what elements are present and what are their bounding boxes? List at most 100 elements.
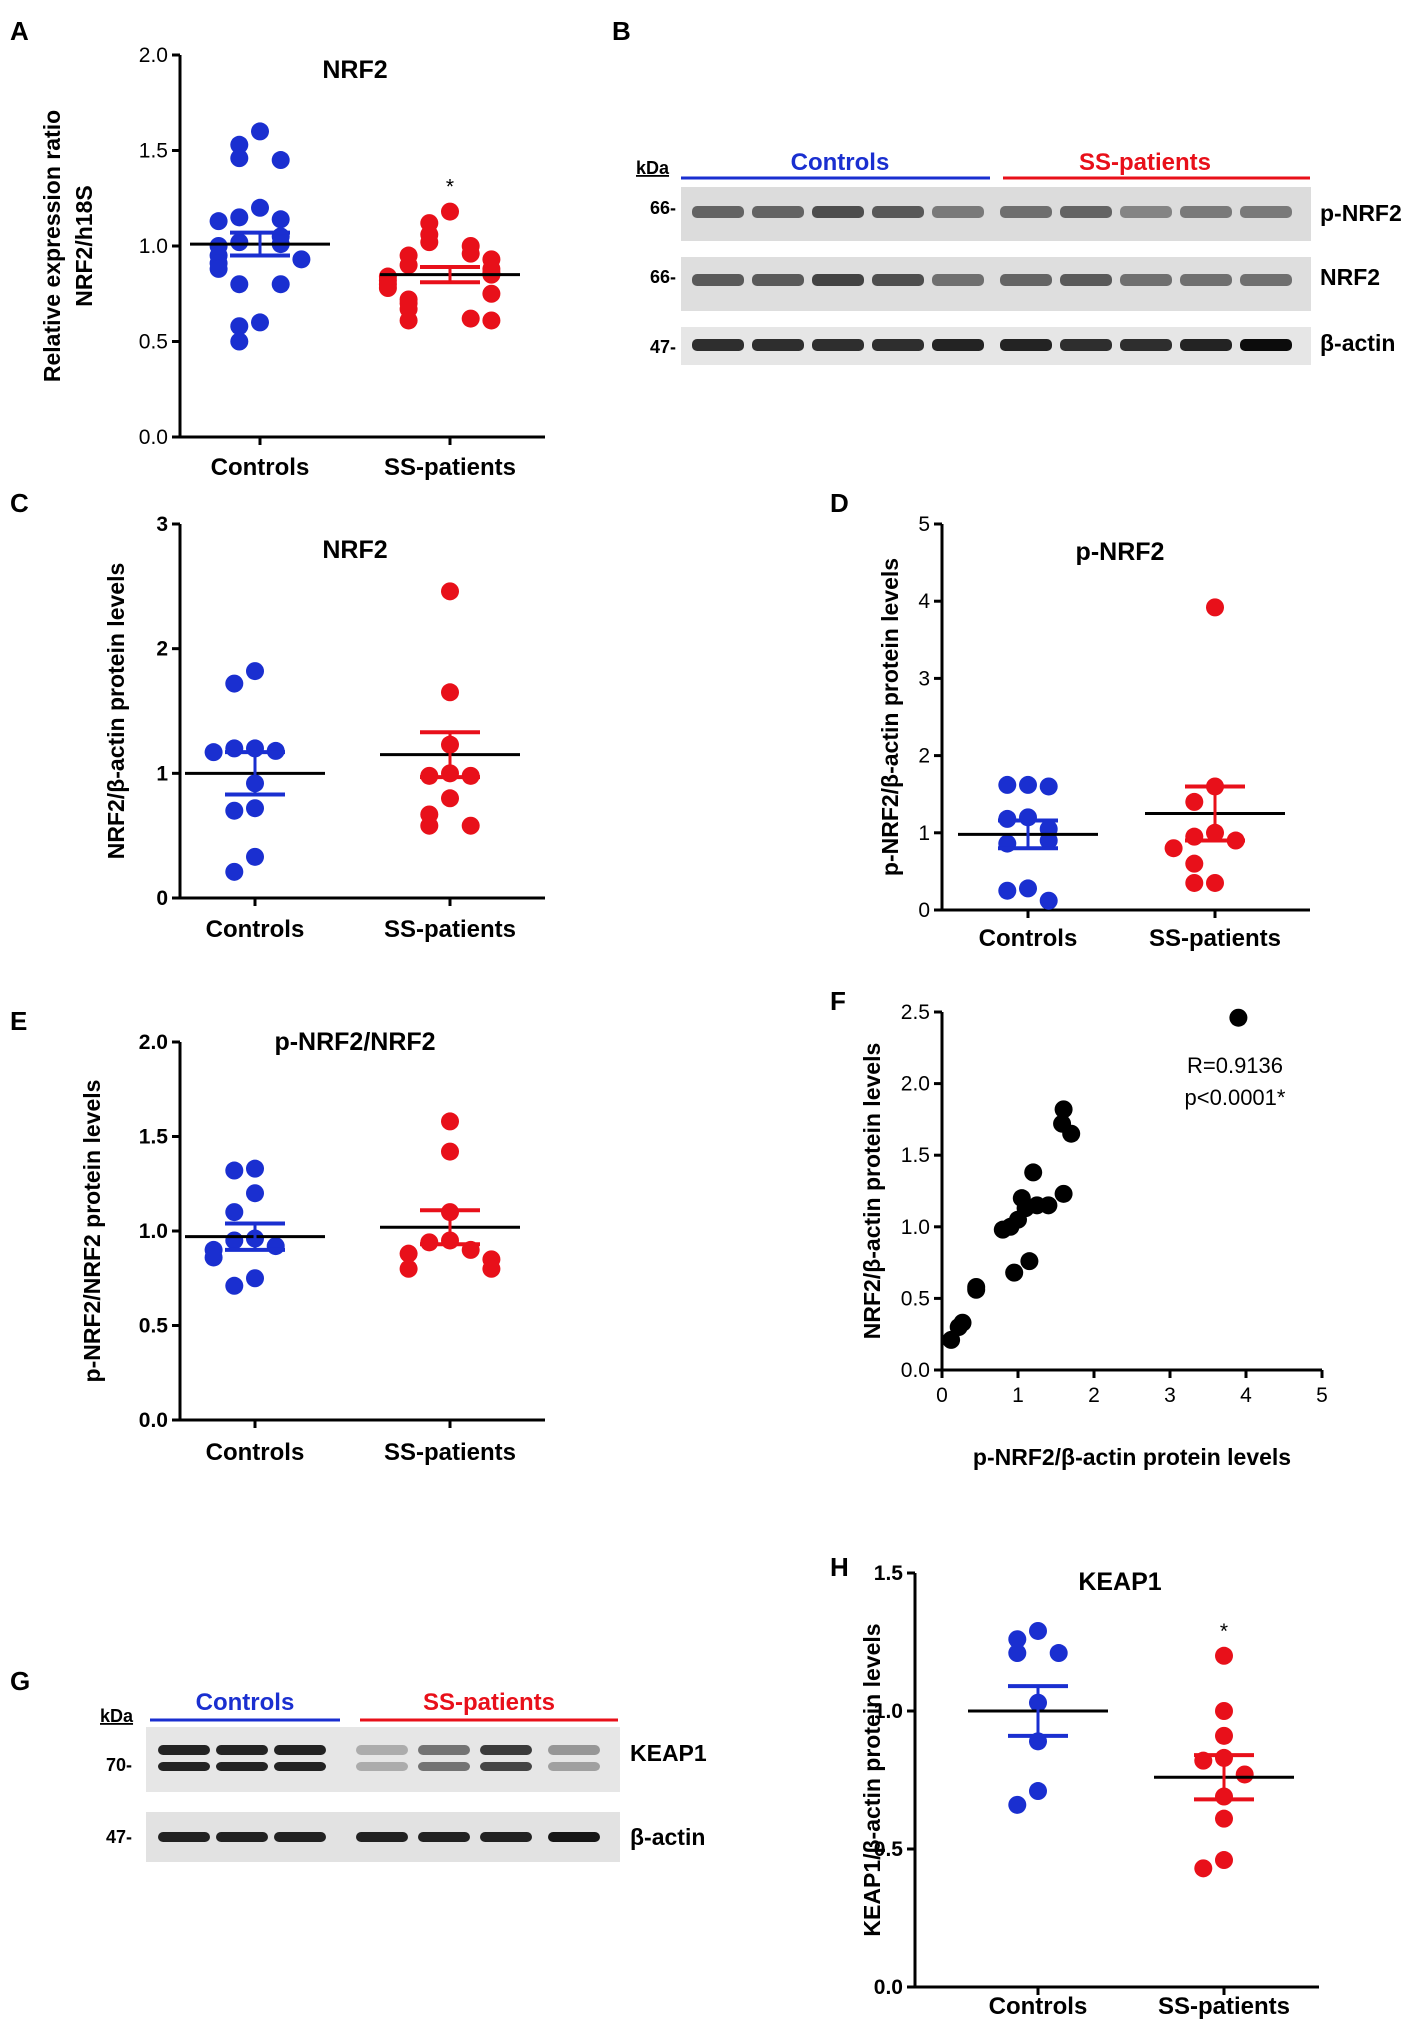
data-point [420,816,439,835]
data-point [441,1112,459,1131]
blot-b-marker-pnrf2: 66- [650,198,676,218]
chart-e-pnrf2-nrf2-ratio: 0.0 0.5 1.0 1.5 2.0 Controls SS-patients p-NRF2… [79,1028,545,1466]
data-point [225,862,244,881]
data-point [225,674,244,693]
data-point [1005,1263,1024,1282]
data-point [1185,792,1204,811]
blot-band [1180,206,1232,218]
data-point [246,1184,264,1203]
blot-band [418,1745,470,1755]
y-tick-label: 1.5 [874,1562,904,1585]
data-point [266,1237,285,1256]
blot-band [216,1832,268,1842]
y-axis-title: NRF2/h18S [71,185,97,306]
blot-band [1240,206,1292,218]
blot-band [1120,274,1172,286]
blot-g-controls-title: Controls [196,1689,295,1716]
blot-band [158,1762,210,1771]
x-tick-label: 1 [1012,1384,1024,1407]
data-point [271,151,290,170]
blot-b-controls-title: Controls [791,149,890,176]
data-point [230,317,249,336]
blot-g-marker-actin: 47- [106,1827,132,1847]
data-point [230,208,249,227]
y-tick-label: 1.0 [874,1700,903,1723]
y-axis-title: KEAP1/β-actin protein levels [859,1623,885,1936]
data-point [230,135,249,154]
data-point [482,311,501,330]
data-point [399,311,418,330]
data-point [1049,1644,1068,1663]
blot-band [692,339,744,351]
data-point [967,1280,986,1299]
blot-band [158,1745,210,1755]
blot-band [356,1832,408,1842]
blot-band [274,1745,326,1755]
blot-band [418,1762,470,1771]
data-point [225,739,244,758]
x-tick-label: 5 [1316,1384,1328,1407]
blot-band [158,1832,210,1842]
chart-a-relative-expression: 0.0 0.5 1.0 1.5 2.0 Controls SS-patients NRF2 Re… [39,44,545,481]
data-point [441,202,459,221]
data-point [1054,1100,1073,1119]
data-point [225,1203,244,1222]
y-tick-label: 1.5 [139,1126,169,1149]
y-tick-label: 3 [156,513,168,536]
data-point [204,1248,223,1267]
y-tick-label: 5 [918,513,930,536]
panel-letter-b: B [612,16,631,46]
x-category-label: Controls [989,1993,1088,2020]
data-point [441,1142,459,1161]
data-point [1185,854,1204,873]
data-point [1008,1630,1027,1649]
data-point [225,1231,244,1250]
y-tick-label: 1.5 [139,140,168,163]
blot-band [812,206,864,218]
data-point [1215,1702,1233,1720]
x-category-label: SS-patients [384,1439,516,1466]
blot-band [548,1832,600,1842]
blot-band [1240,339,1292,351]
blot-band [274,1762,326,1771]
data-point [1185,827,1204,846]
data-point [225,1276,244,1295]
y-axis-title: NRF2/β-actin protein levels [859,1043,885,1340]
y-tick-label: 0.5 [139,331,168,354]
panel-letter-g: G [10,1666,30,1696]
data-point [225,1161,244,1180]
blot-band [932,339,984,351]
blot-band [274,1832,326,1842]
blot-band [216,1745,268,1755]
data-point [993,1220,1012,1239]
blot-band [1180,339,1232,351]
blot-band [1120,339,1172,351]
blot-band [356,1745,408,1755]
chart-title: p-NRF2 [1076,538,1165,566]
significance-marker: * [446,176,454,199]
data-point [1164,839,1183,858]
data-point [461,309,480,328]
y-tick-label: 1.0 [901,1216,930,1239]
data-point [246,799,264,818]
data-point [441,789,459,808]
y-tick-label: 4 [918,590,930,613]
data-point [1039,891,1058,910]
blot-band [548,1745,600,1755]
y-tick-label: 1 [156,762,168,785]
data-point [230,275,249,294]
blot-g-kda-label: kDa [100,1706,134,1726]
blot-g-ss-title: SS-patients [423,1689,555,1716]
data-point [998,775,1017,794]
blot-b-label-pnrf2: p-NRF2 [1320,200,1402,226]
y-tick-label: 0.5 [901,1287,930,1310]
x-tick-label: 4 [1240,1384,1252,1407]
western-blot-b: kDa Controls SS-patients 66- 66- 47- p-N… [636,149,1402,365]
blot-band [872,206,924,218]
data-point [1215,1726,1233,1745]
x-category-label: Controls [206,916,305,943]
blot-band [480,1745,532,1755]
data-point [1024,1163,1043,1182]
blot-band [1000,206,1052,218]
